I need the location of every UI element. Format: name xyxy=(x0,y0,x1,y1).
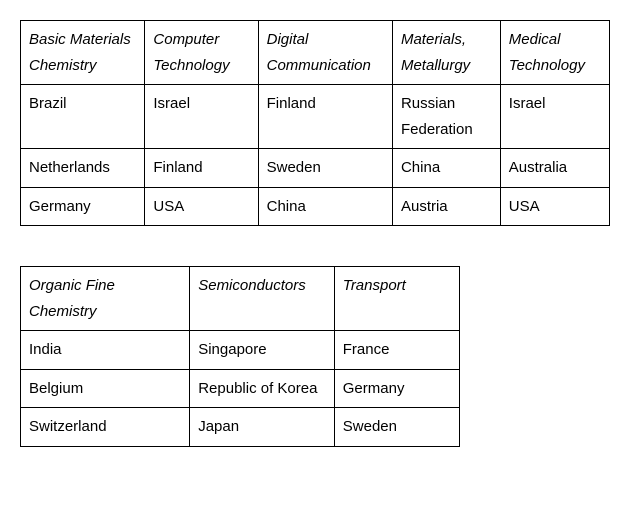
table-cell: Belgium xyxy=(21,369,190,408)
table-cell: India xyxy=(21,331,190,370)
table-cell: Israel xyxy=(500,85,609,149)
table-cell: Israel xyxy=(145,85,258,149)
table-header-cell: Organic Fine Chemistry xyxy=(21,267,190,331)
table-header-cell: Medical Technology xyxy=(500,21,609,85)
table-header-cell: Transport xyxy=(334,267,459,331)
table-row: Basic Materials Chemistry Computer Techn… xyxy=(21,21,610,85)
table-cell: Germany xyxy=(334,369,459,408)
table-cell: Germany xyxy=(21,187,145,226)
table-cell: Brazil xyxy=(21,85,145,149)
table-cell: Singapore xyxy=(190,331,335,370)
table-cell: Netherlands xyxy=(21,149,145,188)
table-cell: Japan xyxy=(190,408,335,447)
table-cell: Finland xyxy=(145,149,258,188)
table-cell: China xyxy=(392,149,500,188)
table-row: Netherlands Finland Sweden China Austral… xyxy=(21,149,610,188)
table-1: Basic Materials Chemistry Computer Techn… xyxy=(20,20,610,226)
table-cell: China xyxy=(258,187,392,226)
table-cell: Republic of Korea xyxy=(190,369,335,408)
table-cell: Finland xyxy=(258,85,392,149)
table-header-cell: Digital Communication xyxy=(258,21,392,85)
table-row: Organic Fine Chemistry Semiconductors Tr… xyxy=(21,267,460,331)
table-row: Belgium Republic of Korea Germany xyxy=(21,369,460,408)
table-cell: Austria xyxy=(392,187,500,226)
table-cell: Russian Federation xyxy=(392,85,500,149)
table-cell: Sweden xyxy=(258,149,392,188)
table-header-cell: Basic Materials Chemistry xyxy=(21,21,145,85)
table-header-cell: Materials, Metallurgy xyxy=(392,21,500,85)
table-header-cell: Computer Technology xyxy=(145,21,258,85)
table-cell: USA xyxy=(145,187,258,226)
table-row: Switzerland Japan Sweden xyxy=(21,408,460,447)
table-header-cell: Semiconductors xyxy=(190,267,335,331)
table-row: India Singapore France xyxy=(21,331,460,370)
table-cell: Sweden xyxy=(334,408,459,447)
table-2: Organic Fine Chemistry Semiconductors Tr… xyxy=(20,266,460,447)
table-cell: France xyxy=(334,331,459,370)
table-cell: Switzerland xyxy=(21,408,190,447)
table-cell: USA xyxy=(500,187,609,226)
table-row: Brazil Israel Finland Russian Federation… xyxy=(21,85,610,149)
table-cell: Australia xyxy=(500,149,609,188)
table-row: Germany USA China Austria USA xyxy=(21,187,610,226)
